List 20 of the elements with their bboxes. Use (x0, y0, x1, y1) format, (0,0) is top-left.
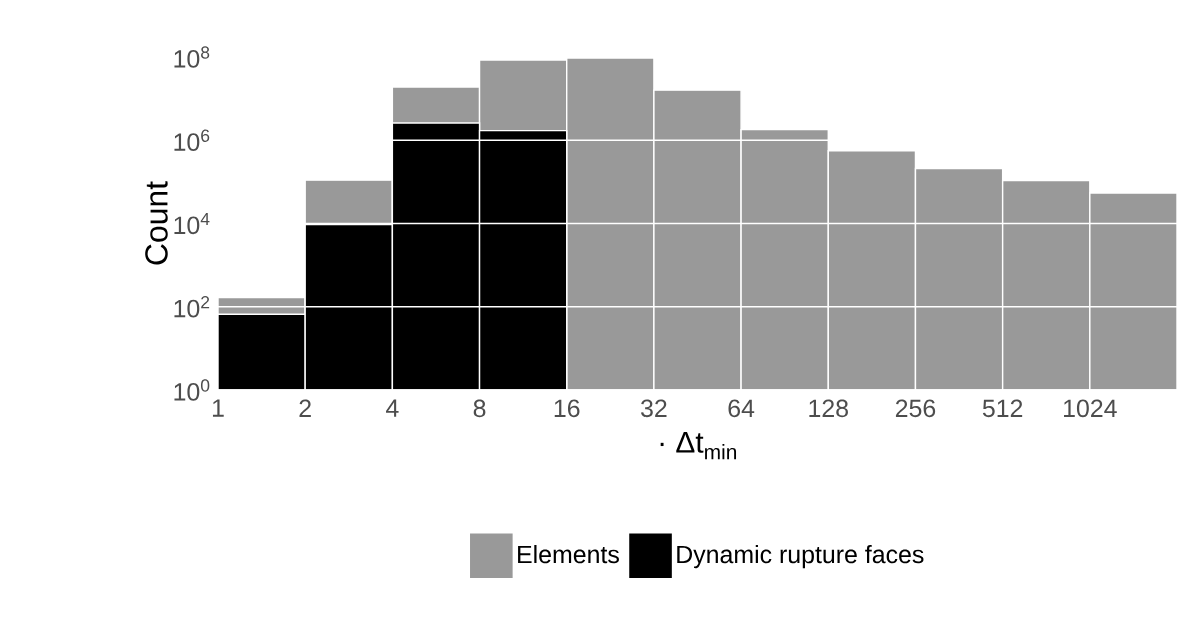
x-tick-label: 256 (895, 399, 936, 418)
x-axis-title: · Δt$_{min}$ (660, 431, 737, 460)
x-tick-label: 512 (982, 399, 1023, 418)
x-tick-label: 128 (809, 399, 848, 418)
legend-label: Elements (518, 544, 619, 564)
legend-label: Dynamic rupture faces (677, 544, 924, 569)
y-tick-label: 10$^{0}$ (174, 379, 210, 401)
y-tick-label: 10$^{6}$ (174, 129, 210, 151)
x-tick-label: 16 (554, 399, 580, 418)
y-axis-title: Count (145, 181, 168, 265)
y-tick-label: 10$^{4}$ (174, 212, 210, 235)
x-tick-label: 1 (212, 399, 224, 417)
x-tick-label: 1024 (1064, 399, 1117, 418)
y-tick-label: 10$^{2}$ (174, 296, 210, 318)
x-tick-label: 4 (386, 399, 399, 417)
x-tick-label: 32 (641, 399, 667, 418)
y-tick-label: 10$^{8}$ (174, 46, 210, 68)
x-tick-label: 8 (473, 399, 486, 418)
x-tick-label: 64 (728, 399, 755, 418)
x-tick-label: 2 (299, 399, 311, 417)
